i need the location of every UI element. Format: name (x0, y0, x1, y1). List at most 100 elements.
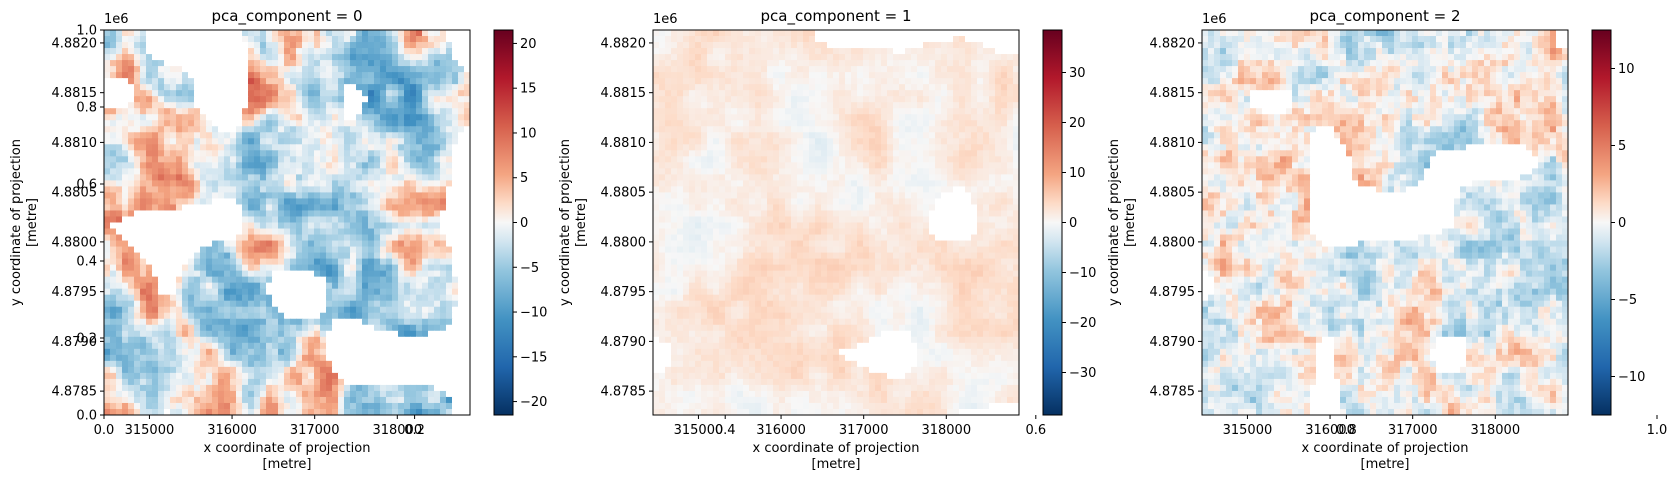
colorbar-tick-label: 10 (1618, 62, 1635, 77)
y-axis-label: [metre] (1123, 198, 1138, 247)
overlay-x-tick-label: 0.6 (1025, 423, 1046, 438)
x-axis-label: x coordinate of projection (1302, 441, 1469, 456)
colorbar-tick-label: −5 (1618, 293, 1637, 308)
y-tick-label: 4.8815 (601, 86, 647, 101)
panel-2: pca_component = 2 1e6 315000 316000 317000 31… (1107, 7, 1645, 472)
y-tick-label: 4.8810 (52, 136, 98, 151)
overlay-x-tick-label: 0.0 (94, 423, 115, 438)
y-tick-label: 4.8785 (601, 385, 647, 400)
overlay-y-tick-label: 0.4 (76, 255, 97, 270)
y-axis-label: [metre] (574, 198, 589, 247)
colorbar: −30 −20 −10 0 10 20 30 (1042, 29, 1096, 416)
colorbar-tick-label: 20 (1069, 116, 1086, 131)
y-tick-label: 4.8785 (52, 385, 98, 400)
y-offset-label: 1e6 (1202, 12, 1227, 27)
overlay-y-tick-label: 0.8 (76, 101, 97, 116)
colorbar-tick-label: −10 (520, 306, 547, 321)
y-tick-label: 4.8790 (52, 335, 98, 350)
y-tick-label: 4.8815 (52, 86, 98, 101)
heatmap-raster (653, 30, 1019, 415)
colorbar-tick-label: 10 (520, 126, 537, 141)
y-tick-label: 4.8820 (52, 36, 98, 51)
y-axis-label: [metre] (25, 198, 40, 247)
panel-0: pca_component = 0 1e6 315000 316000 317000 31… (9, 7, 547, 472)
x-tick-label: 318000 (1470, 423, 1520, 438)
panels: pca_component = 0 1e6 315000 316000 317000 31… (9, 7, 1645, 472)
colorbar-tick-label: −15 (520, 350, 547, 365)
colorbar-tick-label: 5 (520, 171, 528, 186)
overlay-x-tick-label: 1.0 (1647, 423, 1668, 438)
colorbar: −10 −5 0 5 10 (1591, 29, 1645, 416)
x-tick-label: 315000 (1223, 423, 1273, 438)
colorbar: −20 −15 −10 −5 0 5 10 15 20 (493, 29, 547, 416)
y-tick-label: 4.8805 (1150, 186, 1196, 201)
colorbar-tick-label: −20 (520, 395, 547, 410)
y-tick-label: 4.8800 (601, 235, 647, 250)
overlay-x-tick-label: 0.4 (715, 423, 736, 438)
axes-frame (1201, 29, 1569, 416)
x-axis-label: [metre] (1361, 457, 1410, 472)
y-axis-label: y coordinate of projection (1107, 139, 1122, 306)
x-tick-label: 316000 (756, 423, 806, 438)
y-axis-label: y coordinate of projection (558, 139, 573, 306)
chart-title: pca_component = 1 (761, 7, 912, 26)
panel-1: pca_component = 1 1e6 315000 316000 317000 31… (558, 7, 1096, 472)
y-tick-label: 4.8795 (601, 285, 647, 300)
colorbar-tick-label: 10 (1069, 166, 1086, 181)
x-axis-label: [metre] (263, 457, 312, 472)
colorbar-tick-label: 0 (1069, 216, 1077, 231)
chart-title: pca_component = 0 (212, 7, 363, 26)
y-tick-label: 4.8805 (601, 186, 647, 201)
overlay-y-tick-label: 0.0 (76, 409, 97, 424)
colorbar-tick-label: 0 (1618, 216, 1626, 231)
x-tick-label: 315000 (674, 423, 724, 438)
colorbar-tick-label: −10 (1618, 370, 1645, 385)
overlay-y-tick-label: 0.2 (76, 332, 97, 347)
overlay-x-tick-label: 0.8 (1336, 423, 1357, 438)
y-tick-label: 4.8820 (1150, 36, 1196, 51)
y-tick-label: 4.8790 (601, 335, 647, 350)
overlay-y-tick-label: 1.0 (76, 24, 97, 39)
y-tick-label: 4.8805 (52, 186, 98, 201)
y-tick-label: 4.8795 (1150, 285, 1196, 300)
x-axis-label: x coordinate of projection (204, 441, 371, 456)
x-tick-label: 316000 (207, 423, 257, 438)
colorbar-tick-label: 5 (1618, 139, 1626, 154)
colorbar-tick-label: 20 (520, 37, 537, 52)
overlay-x-tick-label: 0.2 (404, 423, 425, 438)
overlay-axis: 0.0 0.2 0.4 0.6 0.8 1.0 0.0 0.2 0.4 0.6 0.8 1.0 (76, 24, 1667, 439)
colorbar-tick-label: −20 (1069, 316, 1096, 331)
colorbar-tick-label: −5 (520, 261, 539, 276)
y-tick-label: 4.8800 (52, 235, 98, 250)
overlay-y-tick-label: 0.6 (76, 178, 97, 193)
x-tick-label: 317000 (1388, 423, 1438, 438)
x-tick-label: 315000 (125, 423, 175, 438)
y-axis-label: y coordinate of projection (9, 139, 24, 306)
y-tick-label: 4.8820 (601, 36, 647, 51)
colorbar-tick-label: 30 (1069, 66, 1086, 81)
y-tick-label: 4.8810 (1150, 136, 1196, 151)
y-tick-label: 4.8800 (1150, 235, 1196, 250)
x-axis-label: x coordinate of projection (753, 441, 920, 456)
colorbar-tick-label: 0 (520, 216, 528, 231)
y-offset-label: 1e6 (104, 12, 129, 27)
y-tick-label: 4.8795 (52, 285, 98, 300)
y-offset-label: 1e6 (653, 12, 678, 27)
heatmap-raster (1202, 30, 1568, 415)
x-tick-label: 318000 (372, 423, 422, 438)
x-axis-label: [metre] (812, 457, 861, 472)
colorbar-tick-label: −10 (1069, 266, 1096, 281)
x-tick-label: 318000 (921, 423, 971, 438)
chart-title: pca_component = 2 (1310, 7, 1461, 26)
y-tick-label: 4.8790 (1150, 335, 1196, 350)
x-tick-label: 316000 (1305, 423, 1355, 438)
x-tick-label: 317000 (839, 423, 889, 438)
x-tick-label: 317000 (290, 423, 340, 438)
axes-frame (652, 29, 1020, 416)
colorbar-tick-label: 15 (520, 82, 537, 97)
y-tick-label: 4.8785 (1150, 385, 1196, 400)
y-tick-label: 4.8815 (1150, 86, 1196, 101)
y-tick-label: 4.8810 (601, 136, 647, 151)
heatmap-raster (104, 30, 470, 415)
